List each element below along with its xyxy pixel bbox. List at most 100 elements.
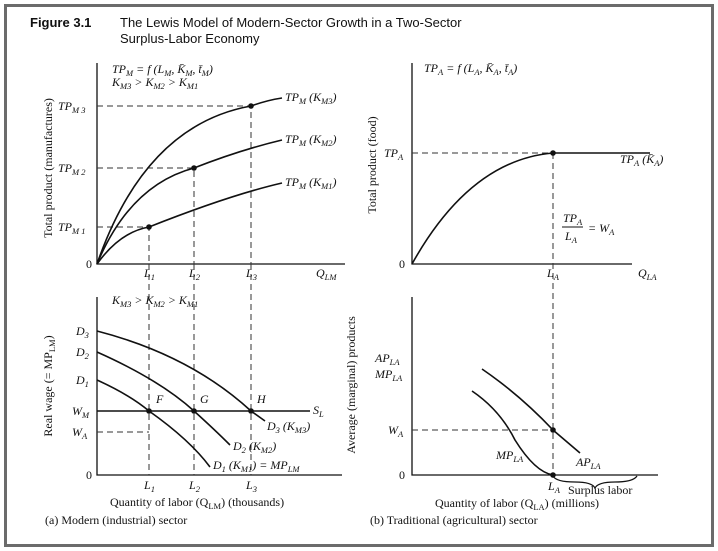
subscript: 2 — [242, 445, 247, 455]
tick-la: LA — [546, 266, 560, 282]
label-part: = W — [588, 221, 610, 235]
subscript: 1 — [151, 272, 155, 282]
subscript: A — [507, 67, 514, 77]
subscript: LA — [512, 454, 524, 464]
subscript: M — [298, 96, 307, 106]
label-part: (K — [246, 439, 262, 453]
tick-la-bottom: LA — [547, 479, 561, 495]
subscript: L — [318, 409, 324, 419]
label-part: = f (L — [133, 62, 164, 76]
label-ap-axis: APLA — [374, 351, 400, 367]
figure-title-line2: Surplus-Labor Economy — [120, 31, 260, 46]
subscript: M1 — [186, 299, 198, 309]
label-part: > K — [165, 75, 188, 89]
point-h — [248, 408, 254, 414]
label-part: L — [245, 266, 253, 280]
subscript: M3 — [119, 299, 131, 309]
subscript: M3 — [294, 425, 306, 435]
x-axis-label-modern: Quantity of labor (QLM) (thousands) — [110, 495, 284, 511]
label-part: Q — [638, 266, 647, 280]
subscript: LM — [208, 501, 221, 511]
label-tpm-k2: TPM (KM2) — [285, 132, 336, 148]
subscript: A — [397, 429, 404, 439]
subscript: M — [163, 68, 172, 78]
subscript: LA — [389, 357, 401, 367]
products-axes — [411, 297, 658, 476]
subscript: A — [554, 485, 561, 495]
label-part: S — [313, 403, 319, 417]
point-f — [146, 408, 152, 414]
tpm-y-axis-label: Total product (manufactures) — [41, 98, 55, 238]
panel-a-bottom: Real wage (= MPLM) KM3 > KM2 > KM1 0 D3 … — [41, 264, 342, 511]
label-part: D — [75, 373, 85, 387]
subscript: M2 — [320, 138, 333, 148]
label-part: > K — [131, 75, 154, 89]
label-part: L — [546, 266, 554, 280]
label-part: TP — [424, 61, 439, 75]
label-part: D — [266, 419, 276, 433]
label-wm: WM — [72, 404, 90, 420]
label-part: ) — [512, 61, 517, 75]
subscript: M3 — [119, 81, 131, 91]
subscript: M — [81, 410, 90, 420]
label-part: , K̄ — [480, 61, 495, 75]
point-l1 — [146, 224, 152, 230]
label-part: TP — [285, 90, 300, 104]
subscript: A — [653, 158, 660, 168]
label-d1: D1 — [75, 373, 89, 389]
subscript: M1 — [320, 181, 332, 191]
tpa-y-axis-label: Total product (food) — [365, 116, 379, 213]
subscript: 3 — [252, 484, 257, 494]
label-part: , t̄ — [499, 61, 509, 75]
label-part: Q — [316, 266, 325, 280]
label-part: W — [388, 423, 399, 437]
subscript: M2 — [260, 445, 273, 455]
subscript: A — [553, 272, 560, 282]
tpm-curve-k1 — [96, 182, 283, 265]
ratio-equals-wa: = WA — [588, 221, 615, 237]
subscript: LM — [47, 339, 57, 352]
label-part: , t̄ — [192, 62, 202, 76]
label-part: ) — [331, 175, 336, 189]
label-part: K — [111, 293, 121, 307]
point-la-top — [550, 150, 556, 156]
subscript: M1 — [186, 81, 198, 91]
figure-title-line1: The Lewis Model of Modern-Sector Growth … — [120, 15, 462, 30]
demand-curve-d2 — [96, 351, 231, 446]
caption-panel-b: (b) Traditional (agricultural) sector — [370, 513, 538, 527]
tpm-formula: TPM = f (LM, K̄M, t̄M) — [112, 62, 213, 78]
label-part: TP — [112, 62, 127, 76]
surplus-labor-label: Surplus labor — [568, 483, 632, 497]
subscript: A — [493, 67, 500, 77]
label-part: ) (millions) — [545, 496, 599, 510]
subscript: M2 — [152, 81, 165, 91]
subscript: 3 — [275, 425, 280, 435]
label-part: TP — [58, 220, 73, 234]
subscript: A — [576, 217, 583, 227]
subscript: A — [633, 158, 640, 168]
label-wa-b: WA — [388, 423, 404, 439]
point-g — [191, 408, 197, 414]
label-ap-curve: APLA — [575, 455, 601, 471]
subscript: LM — [287, 464, 301, 474]
label-d2: D2 — [75, 345, 90, 361]
capital-order-top: KM3 > KM2 > KM1 — [111, 75, 198, 91]
subscript: A — [473, 67, 480, 77]
x-axis-qla: QLA — [638, 266, 657, 282]
demand-curve-d3 — [96, 330, 266, 422]
label-wa: WA — [72, 425, 88, 441]
label-part: L — [188, 478, 196, 492]
avg-marginal-y-axis-label: Average (marginal) products — [344, 316, 358, 454]
label-part: TP — [384, 146, 399, 160]
tick-tpm1: TPM 1 — [58, 220, 85, 236]
label-part: TP — [285, 132, 300, 146]
label-part: AP — [575, 455, 591, 469]
subscript: M — [298, 181, 307, 191]
tick-l2-bottom: L2 — [188, 478, 201, 494]
subscript: M 1 — [71, 226, 85, 236]
subscript: A — [397, 152, 404, 162]
panel-b-top: Total product (food) TPA = f (LA, K̄A, t… — [365, 61, 663, 475]
x-axis-qlm: QLM — [316, 266, 337, 282]
label-part: TP — [620, 152, 635, 166]
origin-label: 0 — [86, 468, 92, 482]
